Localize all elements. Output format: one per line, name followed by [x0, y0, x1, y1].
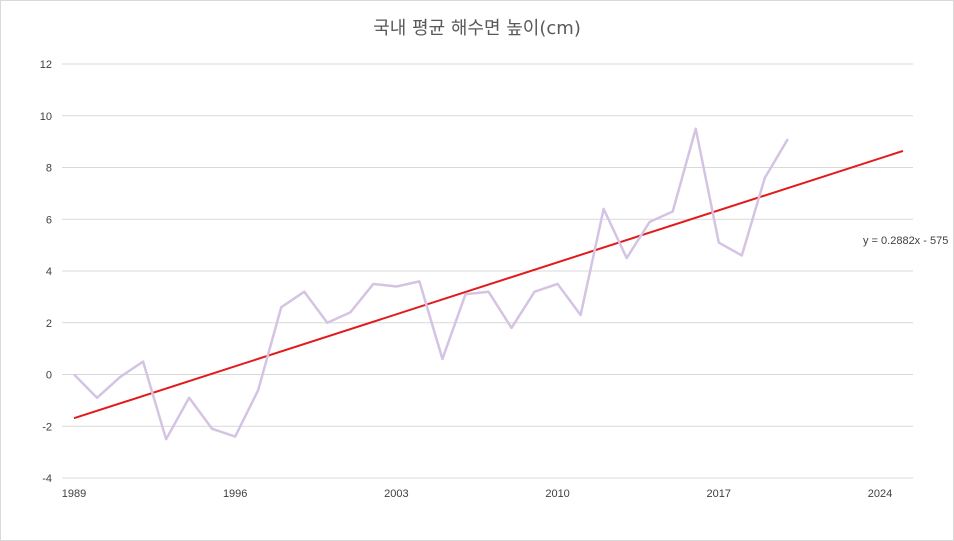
x-tick-labels: 1989 1996 2003 2010 2017 2024	[62, 488, 892, 500]
trendline-equation: y = 0.2882x - 575	[863, 235, 948, 247]
x-tick-label: 2003	[384, 488, 408, 500]
trendline	[73, 149, 904, 420]
y-tick-label: 10	[40, 111, 52, 123]
gridlines	[62, 63, 913, 479]
y-tick-label: -2	[42, 421, 52, 433]
y-tick-label: 4	[46, 266, 52, 278]
x-tick-label: 2024	[868, 488, 892, 500]
y-tick-label: 12	[40, 59, 52, 71]
x-tick-label: 2010	[545, 488, 569, 500]
chart-title: 국내 평균 해수면 높이(cm)	[373, 18, 581, 39]
y-tick-label: 2	[46, 318, 52, 330]
y-tick-label: -4	[42, 473, 52, 485]
x-tick-label: 2017	[707, 488, 731, 500]
y-tick-label: 0	[46, 370, 52, 382]
y-tick-label: 6	[46, 214, 52, 226]
y-tick-label: 8	[46, 163, 52, 175]
x-tick-label: 1989	[62, 488, 86, 500]
series-line	[73, 127, 789, 441]
x-tick-label: 1996	[223, 488, 247, 500]
y-tick-labels: -4 -2 0 2 4 6 8 10 12	[40, 59, 52, 485]
